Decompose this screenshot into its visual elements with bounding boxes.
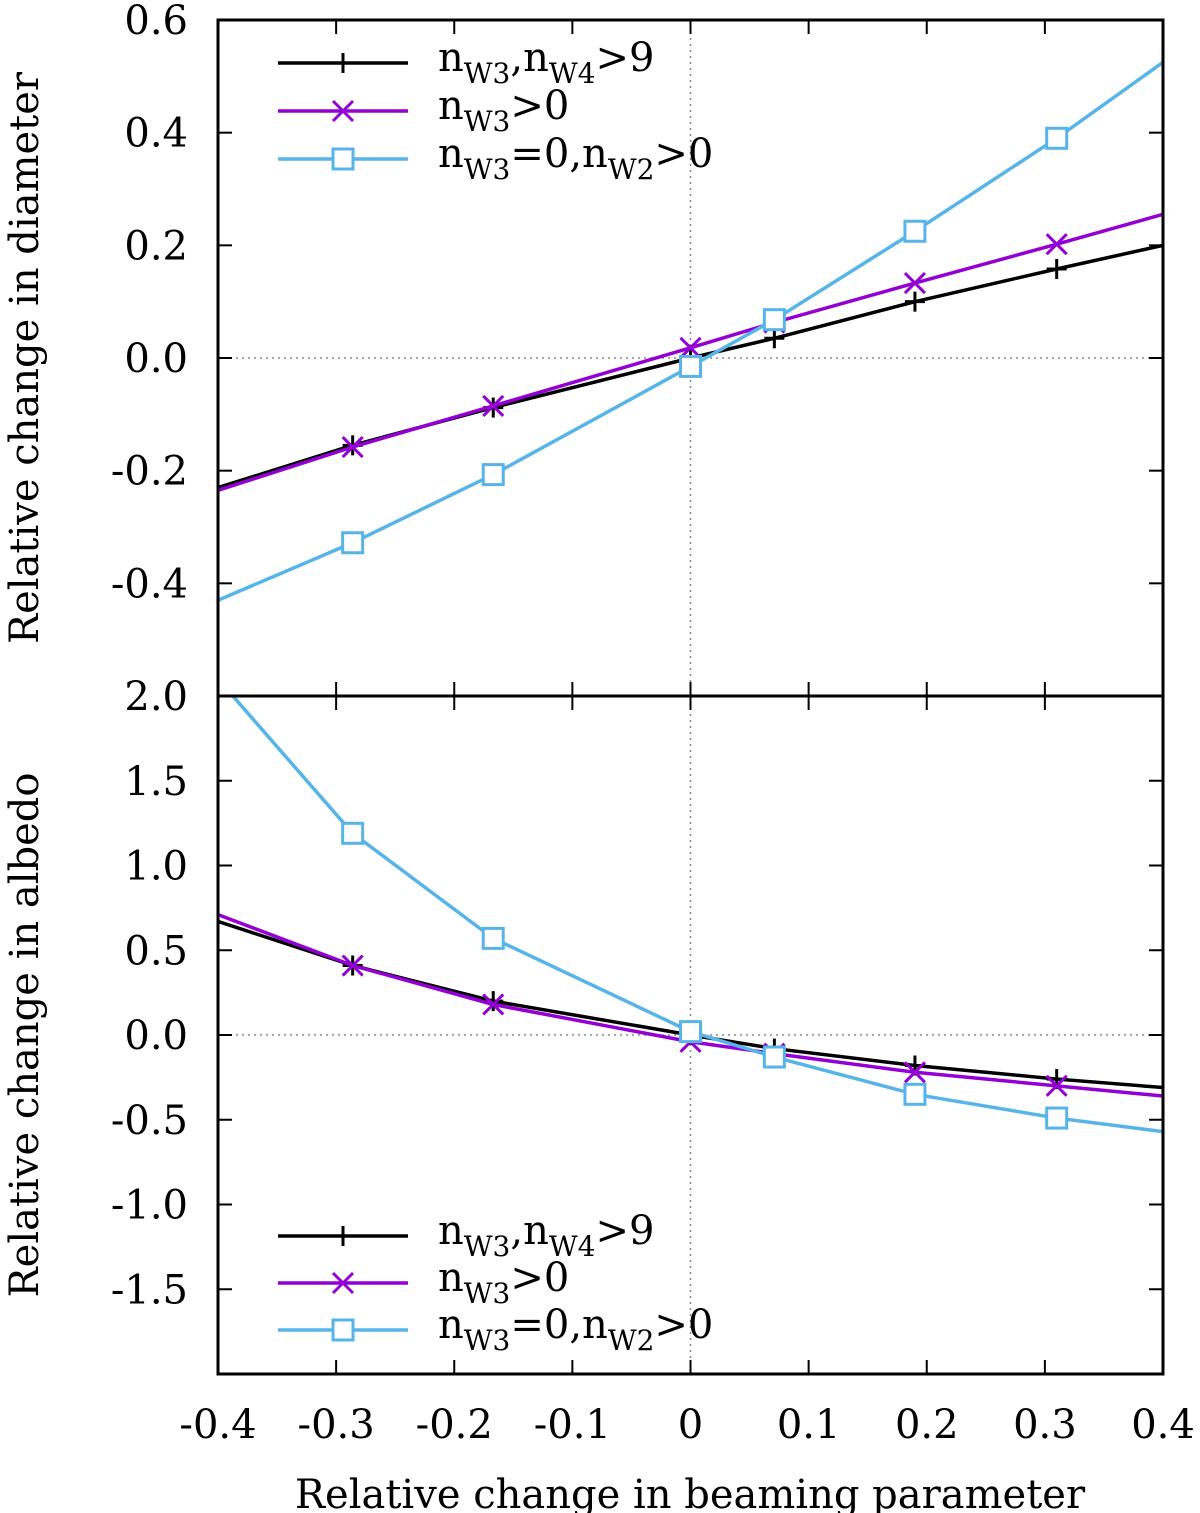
legend-marker-1 <box>333 53 353 73</box>
data-point-series-3 <box>1045 1106 1069 1130</box>
legend-label-3: nW3=0,nW2>0 <box>438 1302 713 1357</box>
series-line-2 <box>218 212 1163 493</box>
data-point-series-3 <box>762 1045 786 1069</box>
y-tick-label: 0.0 <box>124 336 188 382</box>
legend-label-2: nW3>0 <box>438 1255 569 1310</box>
y-tick-label: 0.4 <box>124 111 188 157</box>
x-axis-title: Relative change in beaming parameter <box>295 1472 1086 1513</box>
data-point-series-2 <box>1045 1074 1068 1097</box>
data-point-series-3 <box>1045 126 1069 150</box>
data-point-series-2 <box>679 336 702 359</box>
x-tick-label: 0 <box>678 1402 703 1448</box>
series-line-3 <box>230 696 1163 1134</box>
y-tick-label: 0.0 <box>124 1013 188 1059</box>
y-tick-label: -1.0 <box>111 1183 188 1229</box>
legend-marker-2 <box>331 99 355 123</box>
data-point-series-2 <box>341 954 364 977</box>
series-line-2 <box>218 913 1163 1098</box>
x-tick-label: 0.4 <box>1131 1402 1195 1448</box>
legend-label-3: nW3=0,nW2>0 <box>438 131 713 186</box>
legend-marker-1 <box>333 1226 353 1246</box>
y-axis-title-diameter: Relative change in diameter <box>2 71 48 644</box>
y-tick-label: 1.5 <box>124 759 188 805</box>
data-point-series-3 <box>481 926 505 950</box>
y-tick-label: 1.0 <box>124 844 188 890</box>
data-point-series-3 <box>341 531 365 555</box>
series-line-3 <box>218 60 1163 602</box>
y-axis-title-albedo: Relative change in albedo <box>2 773 48 1298</box>
data-point-series-2 <box>482 394 505 417</box>
panel-albedo: 2.0 1.5 1.0 0.5 0.0 -0.5 -1.0 -1.5 -0.4 -0.3 -0.2… <box>2 674 1195 1513</box>
x-tick-label: -0.3 <box>298 1402 375 1448</box>
data-point-series-1 <box>1046 258 1067 279</box>
legend-marker-3 <box>331 147 355 171</box>
data-point-series-3 <box>903 219 927 243</box>
legend-marker-3 <box>331 1318 355 1342</box>
data-point-series-3 <box>481 463 505 487</box>
data-point-series-2 <box>482 993 505 1016</box>
y-tick-label: 0.6 <box>124 0 188 44</box>
x-tick-label: -0.2 <box>416 1402 493 1448</box>
data-point-series-1 <box>904 291 925 312</box>
y-tick-label: -0.2 <box>111 449 188 495</box>
data-point-series-2 <box>903 272 926 295</box>
y-tick-label: 2.0 <box>124 674 188 720</box>
data-point-series-2 <box>341 435 364 459</box>
data-point-series-3 <box>762 308 786 332</box>
legend-label-2: nW3>0 <box>438 83 569 138</box>
data-point-series-3 <box>903 1082 927 1106</box>
y-tick-label: -0.5 <box>111 1098 188 1144</box>
x-tick-label: 0.3 <box>1013 1402 1077 1448</box>
data-point-series-3 <box>679 1020 702 1044</box>
y-tick-label: 0.2 <box>124 223 188 269</box>
y-tick-label: 0.5 <box>124 928 188 974</box>
data-point-series-2 <box>903 1061 926 1084</box>
plot-frame-bottom <box>216 694 1165 1376</box>
x-tick-label: 0.2 <box>895 1402 959 1448</box>
x-tick-label: -0.1 <box>534 1402 611 1448</box>
data-point-series-3 <box>341 821 365 845</box>
panel-diameter: 0.6 0.4 0.2 0.0 -0.2 -0.4 nW3,nW4>9nW3>0nW3=0… <box>2 0 1164 696</box>
legend-label-1: nW3,nW4>9 <box>438 1208 654 1263</box>
x-tick-label: 0.1 <box>777 1402 841 1448</box>
data-point-series-3 <box>679 354 702 378</box>
data-point-series-2 <box>1045 233 1068 256</box>
legend-label-1: nW3,nW4>9 <box>438 35 654 90</box>
y-tick-label: -1.5 <box>111 1267 188 1313</box>
x-tick-label: -0.4 <box>179 1402 256 1448</box>
legend-marker-2 <box>331 1271 355 1295</box>
data-point-series-1 <box>764 328 785 349</box>
y-tick-label: -0.4 <box>111 561 188 607</box>
